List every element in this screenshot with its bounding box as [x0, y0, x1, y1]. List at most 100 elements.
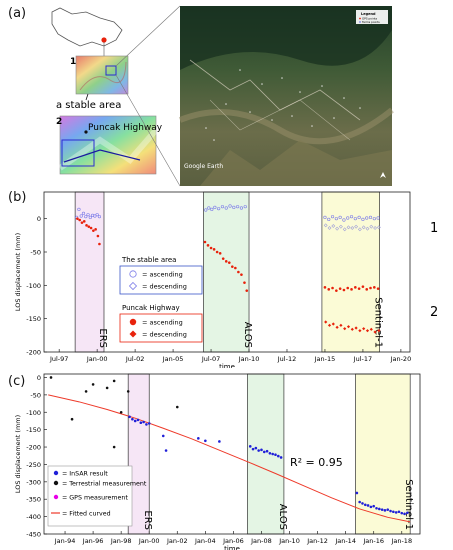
data-point [389, 509, 392, 513]
plot-frame [43, 191, 411, 353]
panel-a-figure: 1 a stable area 2 Puncak Highway Legend … [51, 5, 394, 187]
data-point [139, 421, 143, 424]
data-point [237, 270, 240, 274]
period-band [247, 373, 285, 535]
data-point [245, 289, 249, 292]
legend-stable-title: The stable area [121, 256, 176, 264]
data-point [243, 205, 247, 209]
legend-marker [129, 318, 137, 326]
plot-frame [43, 373, 421, 535]
data-point [232, 205, 236, 209]
data-point [204, 208, 208, 212]
y-tick-label: -150 [26, 315, 41, 323]
data-point [350, 226, 355, 230]
data-point [231, 265, 234, 268]
data-point [276, 454, 280, 458]
data-point [338, 287, 342, 290]
data-point [213, 205, 217, 209]
x-tick-label: Jan-05 [162, 355, 184, 363]
data-point [175, 405, 179, 409]
data-point [271, 452, 274, 456]
data-point [274, 453, 277, 456]
data-point [203, 240, 207, 244]
data-point [207, 206, 211, 210]
data-point [361, 225, 366, 230]
data-point [334, 217, 338, 221]
x-axis-label: time [219, 363, 235, 368]
y-tick-label: 0 [37, 215, 41, 223]
legend-marker [53, 494, 59, 500]
y-tick-label: -250 [26, 461, 41, 469]
data-point [338, 224, 343, 229]
satellite-legend-title: Legend [361, 12, 376, 16]
data-point [251, 447, 255, 451]
period-label: Sentinel-1 [373, 297, 384, 348]
x-tick-label: Jan-12 [306, 537, 328, 545]
data-point [383, 509, 387, 512]
period-label: ALOS [277, 504, 288, 530]
x-tick-label: Jan-16 [362, 537, 384, 545]
data-point [227, 261, 231, 264]
data-point [331, 322, 335, 326]
legend-insar-label: = InSAR result [62, 471, 108, 478]
legend-descending-label: = descending [142, 331, 187, 339]
data-point [357, 215, 361, 219]
data-point [394, 511, 398, 514]
data-point [335, 226, 340, 231]
data-point [86, 213, 90, 217]
y-axis-label: LOS displacement (mm) [14, 233, 22, 311]
legend-descending-label: = descending [142, 283, 187, 291]
legend-marker [129, 270, 137, 278]
data-point [224, 206, 228, 210]
legend-fitted-label: = Fitted curved [62, 511, 111, 518]
data-point [217, 207, 221, 211]
data-point [220, 205, 225, 209]
data-point [218, 252, 222, 255]
data-point [350, 288, 353, 291]
x-tick-label: Jan-06 [222, 537, 244, 545]
data-point [218, 440, 221, 443]
location-dot [101, 37, 107, 43]
legend-marker [128, 281, 138, 291]
x-axis-label: time [224, 545, 240, 550]
y-tick-label: -200 [26, 349, 41, 357]
data-point [373, 226, 377, 230]
y-tick-label: -300 [26, 478, 41, 486]
x-tick-label: Jan-14 [334, 537, 356, 545]
x-tick-label: Jan-10 [278, 537, 300, 545]
data-point [254, 446, 258, 450]
legend-highway-box [119, 313, 203, 343]
x-tick-label: Jul-02 [125, 355, 144, 363]
inset-2-number: 2 [56, 117, 62, 127]
x-tick-label: Jan-04 [194, 537, 216, 545]
inset-1-map [75, 55, 129, 95]
legend-ascending-label: = ascending [142, 319, 183, 327]
chart-c: ERS ALOS Sentinel-1 0 -50 -100 -150 -200 -250 -30… [14, 373, 421, 550]
data-point [373, 286, 376, 289]
x-tick-label: Jul-12 [277, 355, 296, 363]
x-tick-label: Jan-02 [166, 537, 188, 545]
y-tick-label: -150 [26, 426, 41, 434]
inset-1-number: 1 [70, 57, 76, 67]
data-point [145, 423, 148, 426]
data-point [338, 215, 342, 219]
data-point [365, 216, 369, 220]
data-point [209, 246, 213, 250]
data-point [327, 217, 331, 221]
data-point [354, 286, 357, 289]
chart-b: ERS ALOS Sentinel-1 0 -50 -100 -150 -200 Jul-97 J… [14, 191, 438, 368]
y-tick-label: 0 [37, 374, 41, 382]
data-point [357, 287, 361, 290]
panel-b-label: (b) [8, 190, 27, 205]
data-point [79, 214, 83, 218]
legend-marker [53, 480, 59, 486]
data-point [82, 220, 86, 223]
data-point [204, 439, 207, 443]
data-point [161, 434, 165, 438]
data-point [369, 505, 373, 509]
period-label: ALOS [242, 322, 253, 348]
satellite-legend-box [356, 10, 388, 24]
data-point [92, 229, 95, 232]
data-point [366, 504, 370, 507]
data-point [324, 320, 328, 324]
